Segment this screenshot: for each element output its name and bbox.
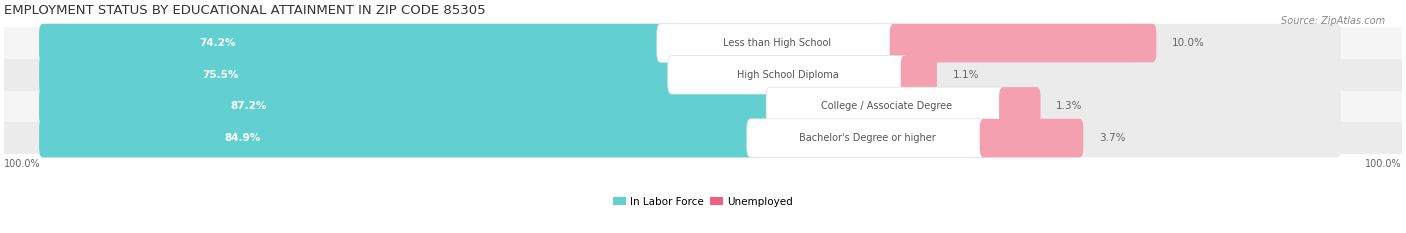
FancyBboxPatch shape	[39, 119, 761, 158]
Text: Source: ZipAtlas.com: Source: ZipAtlas.com	[1281, 16, 1385, 26]
Text: 100.0%: 100.0%	[1365, 159, 1402, 169]
Legend: In Labor Force, Unemployed: In Labor Force, Unemployed	[609, 192, 797, 211]
FancyBboxPatch shape	[980, 119, 1083, 158]
Bar	[4, 91, 1402, 122]
Text: College / Associate Degree: College / Associate Degree	[821, 101, 952, 111]
Text: 84.9%: 84.9%	[225, 133, 262, 143]
FancyBboxPatch shape	[39, 87, 780, 126]
FancyBboxPatch shape	[39, 87, 1341, 126]
Text: 10.0%: 10.0%	[1171, 38, 1205, 48]
Text: 1.3%: 1.3%	[1056, 101, 1083, 111]
FancyBboxPatch shape	[39, 55, 1341, 94]
Text: 74.2%: 74.2%	[200, 38, 236, 48]
FancyBboxPatch shape	[766, 87, 1007, 126]
Text: 3.7%: 3.7%	[1099, 133, 1125, 143]
FancyBboxPatch shape	[668, 55, 908, 94]
Text: 100.0%: 100.0%	[4, 159, 41, 169]
Bar	[4, 122, 1402, 154]
FancyBboxPatch shape	[39, 24, 1341, 62]
FancyBboxPatch shape	[901, 55, 936, 94]
Bar	[4, 59, 1402, 91]
FancyBboxPatch shape	[39, 119, 1341, 158]
Text: 1.1%: 1.1%	[952, 70, 979, 80]
Bar	[4, 27, 1402, 59]
FancyBboxPatch shape	[747, 119, 987, 158]
Text: High School Diploma: High School Diploma	[737, 70, 839, 80]
FancyBboxPatch shape	[890, 24, 1156, 62]
FancyBboxPatch shape	[39, 55, 682, 94]
Text: Less than High School: Less than High School	[723, 38, 831, 48]
Text: 87.2%: 87.2%	[231, 101, 267, 111]
Text: 75.5%: 75.5%	[202, 70, 239, 80]
FancyBboxPatch shape	[1000, 87, 1040, 126]
Text: EMPLOYMENT STATUS BY EDUCATIONAL ATTAINMENT IN ZIP CODE 85305: EMPLOYMENT STATUS BY EDUCATIONAL ATTAINM…	[4, 4, 486, 17]
FancyBboxPatch shape	[39, 24, 671, 62]
Text: Bachelor's Degree or higher: Bachelor's Degree or higher	[799, 133, 935, 143]
FancyBboxPatch shape	[657, 24, 897, 62]
